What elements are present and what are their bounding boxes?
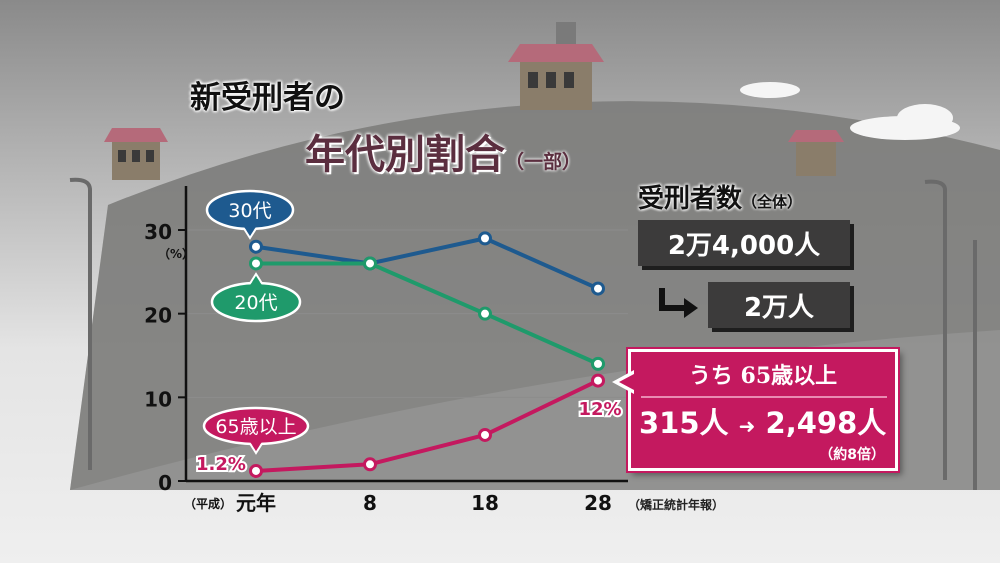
callout-tail-fill (244, 227, 256, 235)
data-label-start: 1.2% (196, 454, 246, 475)
data-label-end: 12% (578, 399, 621, 420)
callout-tail-fill (250, 277, 262, 285)
inmates-total-to-box: 2万人 (708, 282, 850, 328)
callout-65plus: 65歳以上 (202, 406, 310, 455)
inmates-total-from: 2万4,000人 (667, 230, 821, 261)
y-axis-unit: （%） (158, 246, 194, 261)
series-label: 20代 (234, 292, 277, 314)
series-line-1 (256, 261, 599, 366)
data-point (478, 306, 492, 321)
y-tick-label: 0 (158, 471, 172, 495)
over65-to: 2,498人 (765, 406, 887, 440)
title-line2: 年代別割合（一部） (305, 132, 582, 178)
source-note: （矯正統計年報） (628, 498, 725, 512)
title-line1: 新受刑者の (190, 80, 345, 116)
data-point (478, 427, 492, 442)
arrow-turn-icon (659, 288, 698, 318)
over65-values: 315人 ➜ 2,498人 (639, 400, 891, 442)
x-tick-label: 18 (471, 491, 499, 515)
series-line-2 (255, 378, 599, 473)
over65-note: （約8倍） (819, 447, 885, 463)
y-tick-label: 10 (144, 387, 172, 411)
data-point (249, 463, 263, 478)
data-point (478, 231, 492, 246)
x-axis-prefix: （平成） (184, 496, 232, 511)
cloud-icon (740, 82, 960, 140)
over65-from: 315人 (639, 406, 729, 440)
over65-pointer (612, 370, 634, 394)
street-lamp-icon (69, 177, 977, 490)
x-tick-label: 28 (584, 491, 612, 515)
watchtower-icon (104, 128, 168, 180)
inmates-total-to: 2万人 (743, 292, 815, 323)
x-tick-label: 8 (363, 491, 377, 515)
y-tick-label: 20 (144, 304, 172, 328)
data-point (591, 356, 605, 371)
y-tick-label: 30 (144, 220, 172, 244)
x-tick-label: 元年 (236, 491, 276, 515)
over65-divider (641, 396, 887, 398)
inmates-total-suffix: （全体） (742, 193, 803, 211)
arrow-right-icon: ➜ (738, 414, 756, 438)
data-point (249, 256, 263, 271)
callout-tail-fill (250, 442, 262, 450)
series-label: 65歳以上 (215, 416, 296, 438)
watchtower-icon (508, 22, 604, 110)
series-line-0 (255, 236, 599, 291)
data-point (591, 281, 605, 296)
data-point (591, 373, 605, 388)
callout-30s: 30代 (205, 189, 295, 240)
callout-20s: 20代 (210, 272, 302, 323)
over65-box: うち 65歳以上 315人 ➜ 2,498人 （約8倍） (628, 349, 898, 471)
inmates-total-label: 受刑者数（全体） (638, 184, 803, 214)
title-suffix: （一部） (505, 151, 582, 173)
data-point (363, 256, 377, 271)
watchtower-icon (788, 130, 844, 176)
data-point (363, 457, 377, 472)
inmates-total-from-box: 2万4,000人 (638, 220, 850, 266)
series-label: 30代 (228, 200, 271, 222)
data-point (249, 239, 263, 254)
over65-heading: うち 65歳以上 (688, 363, 838, 389)
